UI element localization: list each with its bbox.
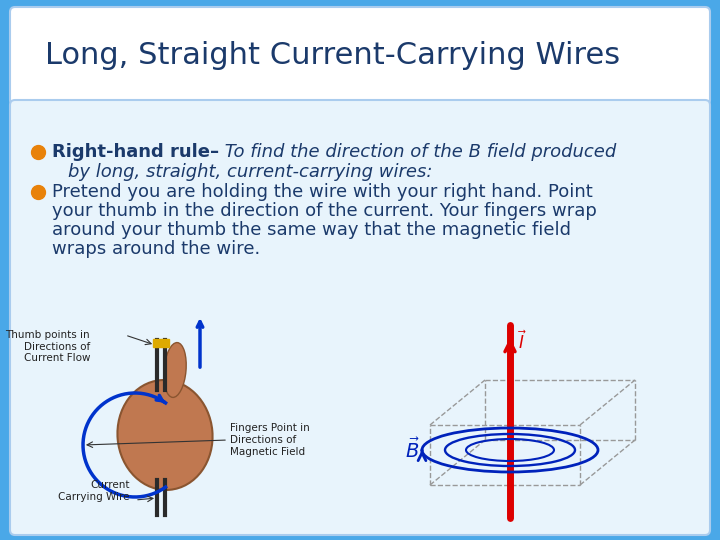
Text: Right-hand rule–: Right-hand rule– — [52, 143, 219, 161]
Ellipse shape — [163, 342, 186, 397]
FancyBboxPatch shape — [10, 100, 710, 535]
Text: Current
Carrying Wire: Current Carrying Wire — [58, 481, 130, 502]
Text: Long, Straight Current-Carrying Wires: Long, Straight Current-Carrying Wires — [45, 42, 620, 71]
FancyBboxPatch shape — [10, 7, 710, 105]
Text: Pretend you are holding the wire with your right hand. Point: Pretend you are holding the wire with yo… — [52, 183, 593, 201]
Text: $\vec{I}$: $\vec{I}$ — [518, 331, 527, 353]
Text: wraps around the wire.: wraps around the wire. — [52, 240, 260, 258]
Text: by long, straight, current-carrying wires:: by long, straight, current-carrying wire… — [68, 163, 433, 181]
Ellipse shape — [117, 380, 212, 490]
Text: your thumb in the direction of the current. Your fingers wrap: your thumb in the direction of the curre… — [52, 202, 597, 220]
Text: $\vec{B}$: $\vec{B}$ — [405, 438, 420, 462]
Text: around your thumb the same way that the magnetic field: around your thumb the same way that the … — [52, 221, 571, 239]
Text: To find the direction of the B field produced: To find the direction of the B field pro… — [219, 143, 616, 161]
Text: Thumb points in
Directions of
Current Flow: Thumb points in Directions of Current Fl… — [5, 330, 90, 363]
Text: Fingers Point in
Directions of
Magnetic Field: Fingers Point in Directions of Magnetic … — [230, 423, 310, 457]
